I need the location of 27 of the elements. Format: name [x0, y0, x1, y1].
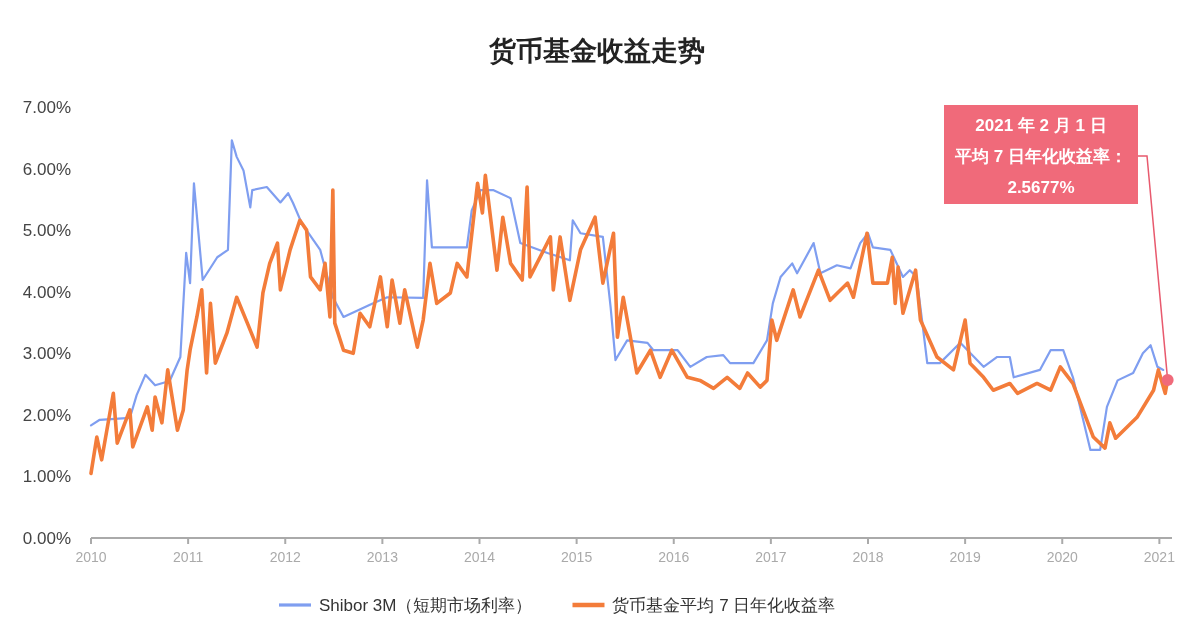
chart-title: 货币基金收益走势	[488, 36, 705, 66]
x-tick-label: 2017	[755, 549, 787, 565]
y-tick-label: 0.00%	[22, 529, 71, 548]
x-tick-label: 2013	[366, 549, 399, 565]
x-tick-label: 2020	[1046, 549, 1079, 565]
x-tick-label: 2010	[75, 549, 107, 565]
x-tick-label: 2014	[463, 549, 496, 565]
x-tick-label: 2016	[658, 549, 690, 565]
legend-label: Shibor 3M（短期市场利率）	[319, 596, 533, 615]
line-series	[89, 139, 1165, 452]
y-tick-label: 7.00%	[22, 98, 71, 117]
annotation: 2.5677%	[1007, 178, 1075, 197]
x-tick-label: 2018	[852, 549, 884, 565]
x-tick-label: 2015	[561, 549, 593, 565]
annotation: 2021 年 2 月 1 日	[975, 116, 1107, 135]
y-tick-label: 5.00%	[22, 221, 71, 241]
annotation: 平均 7 日年化收益率：	[954, 147, 1127, 166]
y-tick-label: 1.00%	[22, 467, 71, 487]
x-tick-label: 2021	[1143, 549, 1176, 565]
y-tick-label: 3.00%	[22, 344, 71, 364]
y-tick-label: 4.00%	[22, 282, 71, 302]
x-tick-label: 2019	[949, 549, 981, 565]
y-tick-label: 6.00%	[22, 159, 71, 179]
x-tick-label: 2011	[173, 549, 204, 565]
legend-label: 货币基金平均 7 日年化收益率	[612, 596, 836, 615]
x-tick-label: 2012	[269, 549, 302, 565]
y-tick-label: 2.00%	[22, 405, 71, 425]
